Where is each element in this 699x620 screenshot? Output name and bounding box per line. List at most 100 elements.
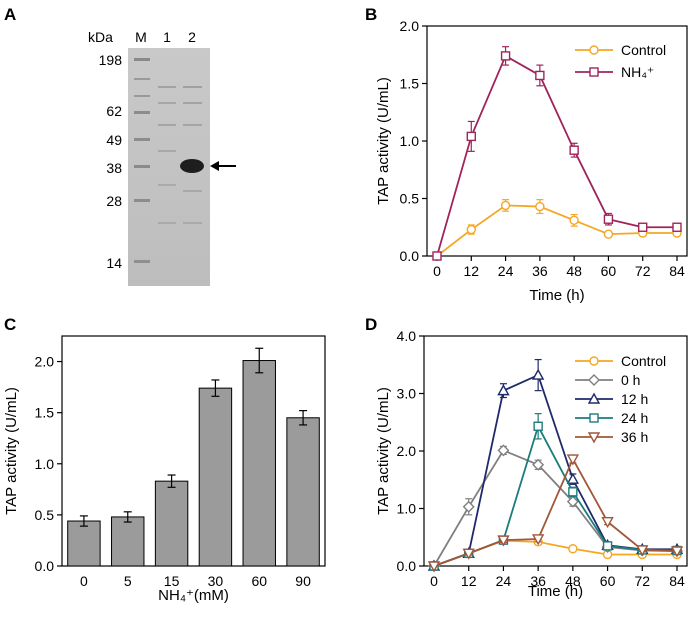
- bar: [154, 480, 189, 567]
- legend-label: 36 h: [621, 429, 648, 445]
- gel-band: [134, 58, 150, 61]
- data-point: [672, 222, 682, 232]
- chart-d: 0.0 1.0 2.0 3.0 4.0 TAP activity (U/mL) Time (…: [375, 328, 688, 600]
- y-tick-label: 1.0: [35, 456, 55, 472]
- data-point: [602, 541, 613, 551]
- x-tick-label: 60: [251, 573, 267, 589]
- gel-band: [134, 95, 150, 97]
- x-tick-label: 48: [565, 573, 581, 589]
- data-point: [427, 561, 441, 573]
- y-tick-label: 0.5: [400, 191, 420, 207]
- data-point: [532, 458, 545, 471]
- gel-panel: kDa M 1 2: [88, 29, 236, 286]
- legend-entry: Control: [575, 42, 666, 58]
- x-tick-label: 84: [669, 263, 685, 279]
- series-line: [436, 54, 677, 257]
- data-point: [531, 534, 545, 546]
- legend-marker: [589, 45, 599, 55]
- y-tick-label: 2.0: [35, 354, 55, 370]
- data-point: [601, 517, 614, 529]
- data-point: [531, 368, 545, 380]
- bar: [111, 516, 145, 567]
- data-point: [497, 384, 510, 396]
- y-tick-label: 2.0: [400, 18, 420, 34]
- data-point: [636, 545, 649, 557]
- bar: [67, 520, 101, 567]
- error-bar: [255, 347, 264, 374]
- y-tick-label: 2.0: [397, 443, 417, 459]
- gel-bands: [134, 58, 204, 263]
- data-point: [432, 251, 442, 261]
- data-point: [535, 70, 545, 81]
- panel-label-d: D: [365, 315, 377, 334]
- legend-entry: 0 h: [575, 372, 640, 388]
- gel-band: [158, 124, 176, 126]
- gel-band: [183, 124, 202, 126]
- gel-band: [134, 78, 150, 80]
- x-tick-label: 0: [430, 573, 438, 589]
- gel-lane-label-1: 1: [163, 29, 171, 45]
- x-tick-label: 24: [498, 263, 514, 279]
- legend-label: Control: [621, 42, 666, 58]
- x-tick-label: 0: [433, 263, 441, 279]
- y-tick-label: 1.5: [35, 405, 55, 421]
- data-point: [466, 224, 476, 235]
- plot-frame: [61, 335, 326, 567]
- gel-unit-label: kDa: [88, 29, 113, 45]
- y-axis-label: TAP activity (U/mL): [375, 387, 392, 515]
- x-axis-label: Time (h): [529, 287, 584, 304]
- data-point: [568, 487, 578, 497]
- charts: 0.0 0.5 1.0 1.5 2.0 TAP activity (U/mL) Time (…: [3, 18, 688, 604]
- y-tick-label: 1.0: [400, 133, 420, 149]
- gel-band: [134, 111, 150, 114]
- panel-label-c: C: [4, 315, 16, 334]
- data-point: [566, 495, 579, 508]
- gel-marker-28: 28: [106, 193, 122, 209]
- data-point: [569, 145, 579, 155]
- legend-marker: [587, 392, 601, 404]
- y-tick-label: 1.5: [400, 76, 420, 92]
- y-tick-label: 0.0: [400, 248, 420, 264]
- data-point: [466, 131, 476, 142]
- chart-b: 0.0 0.5 1.0 1.5 2.0 TAP activity (U/mL) Time (…: [375, 18, 688, 304]
- y-tick-label: 0.0: [35, 558, 55, 574]
- data-point: [500, 200, 511, 211]
- gel-band-target-protein: [180, 159, 204, 173]
- error-bar: [211, 379, 220, 397]
- legend-marker: [589, 413, 599, 423]
- gel-band: [134, 138, 150, 141]
- data-point: [603, 214, 614, 224]
- gel-band: [158, 150, 176, 152]
- x-tick-label: 36: [530, 573, 546, 589]
- data-point: [462, 548, 475, 560]
- gel-band: [183, 190, 202, 192]
- x-tick-label: 5: [124, 573, 132, 589]
- panel-label-b: B: [365, 5, 377, 24]
- x-tick-label: 15: [164, 573, 180, 589]
- gel-marker-198: 198: [99, 52, 123, 68]
- gel-band: [183, 102, 202, 104]
- legend-label: 12 h: [621, 391, 648, 407]
- data-point: [568, 544, 578, 554]
- x-tick-label: 12: [463, 263, 479, 279]
- plot-frame: [426, 25, 688, 257]
- bar: [198, 387, 233, 567]
- error-bar: [79, 515, 88, 527]
- bar: [242, 360, 276, 567]
- legend-label: Control: [621, 353, 666, 369]
- gel-band: [134, 260, 150, 263]
- x-tick-label: 0: [80, 573, 88, 589]
- data-point: [497, 535, 510, 547]
- gel-lane-label-2: 2: [188, 29, 196, 45]
- data-point: [638, 222, 648, 232]
- y-tick-label: 3.0: [397, 386, 417, 402]
- gel-marker-38: 38: [106, 160, 122, 176]
- gel-band: [134, 199, 150, 202]
- x-tick-label: 36: [532, 263, 548, 279]
- y-axis-label: TAP activity (U/mL): [3, 387, 20, 515]
- x-tick-label: 84: [669, 573, 685, 589]
- chart-c: 0.0 0.5 1.0 1.5 2.0 TAP activity (U/mL) NH₄⁺(m…: [3, 335, 326, 604]
- bar: [286, 417, 320, 567]
- x-tick-label: 48: [566, 263, 582, 279]
